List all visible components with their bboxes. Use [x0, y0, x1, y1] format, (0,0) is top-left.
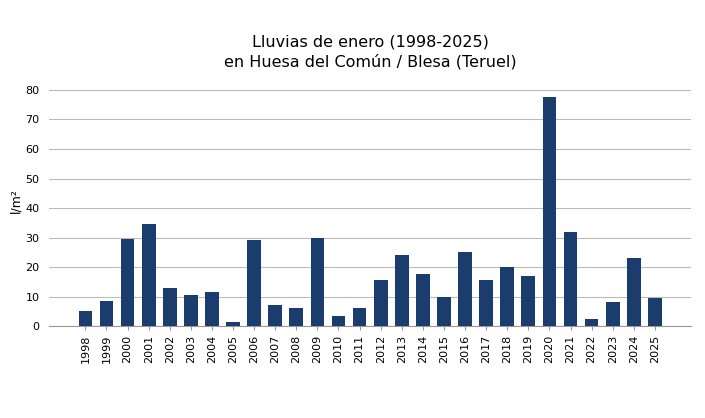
Bar	[163, 288, 176, 326]
Bar	[627, 258, 641, 326]
Bar	[543, 97, 556, 326]
Bar	[247, 240, 261, 326]
Bar	[121, 239, 135, 326]
Bar	[458, 252, 472, 326]
Title: Lluvias de enero (1998-2025)
en Huesa del Común / Blesa (Teruel): Lluvias de enero (1998-2025) en Huesa de…	[223, 34, 517, 70]
Bar	[142, 224, 156, 326]
Bar	[205, 292, 219, 326]
Bar	[522, 276, 535, 326]
Bar	[226, 321, 240, 326]
Bar	[374, 280, 388, 326]
Bar	[352, 308, 367, 326]
Bar	[479, 280, 493, 326]
Y-axis label: l/m²: l/m²	[10, 188, 23, 213]
Bar	[395, 255, 409, 326]
Bar	[416, 274, 430, 326]
Bar	[99, 301, 114, 326]
Bar	[564, 232, 577, 326]
Bar	[78, 311, 92, 326]
Bar	[648, 298, 662, 326]
Bar	[290, 308, 303, 326]
Bar	[501, 267, 514, 326]
Bar	[269, 306, 282, 326]
Bar	[184, 295, 197, 326]
Bar	[310, 237, 324, 326]
Bar	[437, 296, 450, 326]
Bar	[584, 319, 599, 326]
Bar	[606, 303, 620, 326]
Bar	[331, 316, 345, 326]
